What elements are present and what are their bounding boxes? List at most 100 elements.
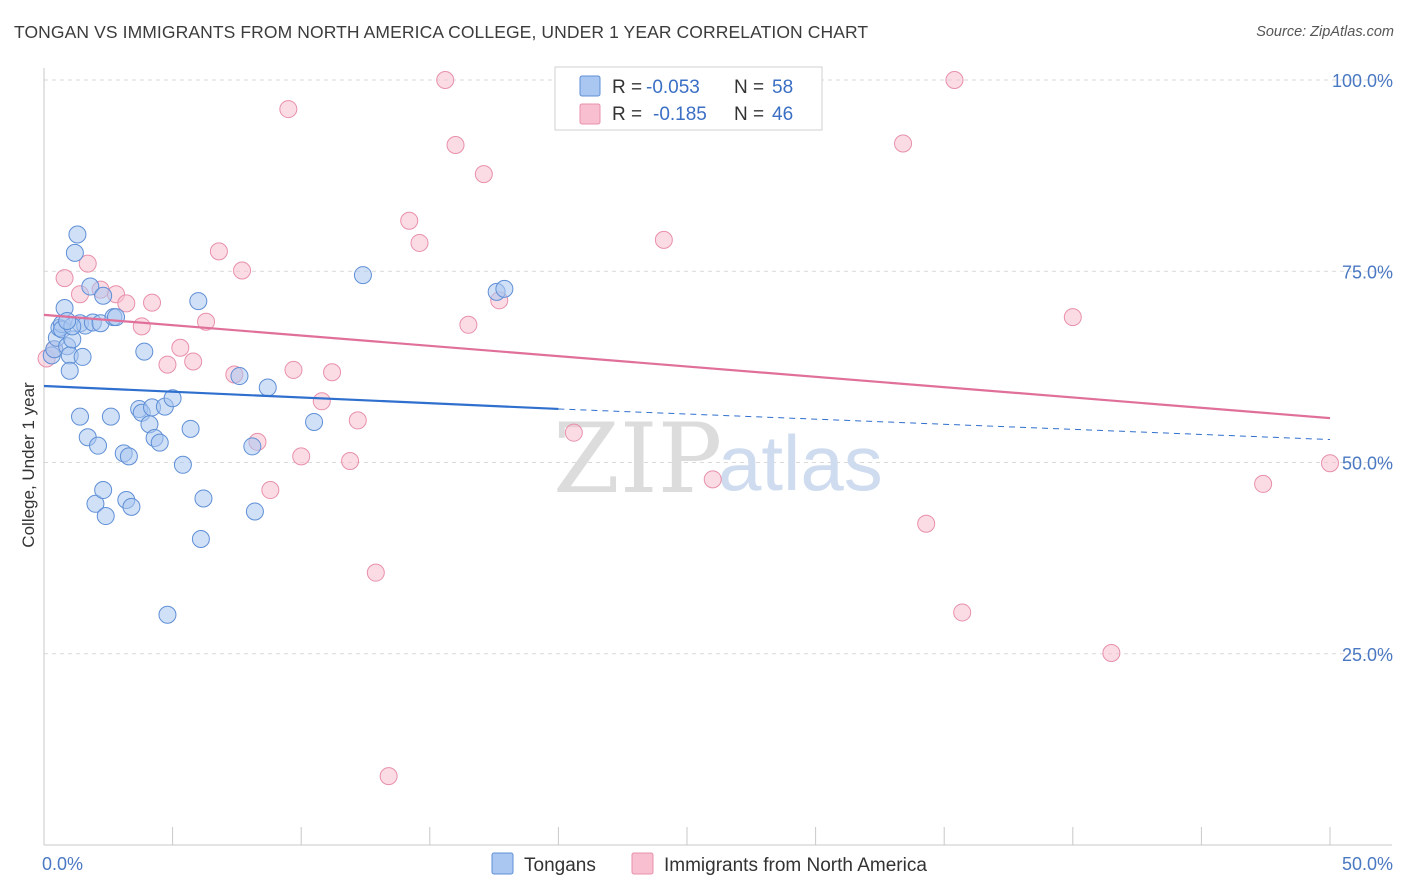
data-point-tongans	[73, 347, 92, 366]
data-point-tongans	[101, 407, 120, 426]
data-point-immigrants	[158, 355, 177, 374]
stats-legend-box: R = -0.053 N = 58 R = -0.185 N = 46	[554, 66, 823, 131]
data-point-immigrants	[184, 352, 203, 371]
data-point-immigrants	[323, 363, 342, 382]
data-point-tongans	[163, 389, 182, 408]
data-point-tongans	[71, 407, 90, 426]
data-point-tongans	[58, 311, 77, 330]
data-point-immigrants	[446, 136, 465, 155]
data-point-immigrants	[284, 360, 303, 379]
series2-r-label: R =	[612, 104, 642, 125]
data-point-immigrants	[945, 71, 964, 89]
data-point-immigrants	[117, 294, 136, 313]
tick-labels: 25.0% 50.0% 75.0% 100.0% 0.0% 50.0%	[42, 71, 1393, 874]
data-point-tongans	[258, 378, 277, 397]
data-point-immigrants	[410, 233, 429, 252]
data-point-tongans	[86, 494, 105, 513]
data-point-immigrants	[400, 211, 419, 230]
data-point-immigrants	[1063, 308, 1082, 327]
data-point-immigrants	[341, 451, 360, 470]
data-point-immigrants	[132, 317, 151, 336]
series2-n-label: N =	[734, 104, 764, 125]
legend-swatch-tongans	[491, 852, 514, 875]
watermark-zip: ZIP	[553, 403, 722, 515]
series2-n-value: 46	[772, 104, 793, 125]
trend-line-tongans	[43, 384, 559, 411]
series-immigrants-points	[37, 71, 1339, 786]
data-point-immigrants	[143, 293, 162, 312]
axes	[43, 68, 1392, 846]
trend-line-tongans-extension	[558, 408, 1331, 441]
data-point-immigrants	[654, 230, 673, 249]
data-point-tongans	[194, 489, 213, 508]
data-point-tongans	[119, 447, 138, 466]
watermark-atlas: atlas	[718, 419, 883, 507]
data-point-tongans	[181, 419, 200, 438]
data-point-immigrants	[261, 481, 280, 500]
series1-n-value: 58	[772, 77, 793, 98]
trend-lines	[43, 313, 1331, 441]
watermark: ZIP atlas	[553, 403, 883, 515]
data-point-immigrants	[917, 514, 936, 533]
data-point-immigrants	[894, 134, 913, 153]
trend-line-immigrants	[43, 313, 1331, 420]
data-point-immigrants	[279, 100, 298, 119]
data-point-tongans	[243, 437, 262, 456]
data-point-tongans	[81, 277, 100, 296]
data-point-tongans	[135, 342, 154, 361]
data-point-tongans	[68, 225, 87, 244]
data-point-tongans	[305, 412, 324, 431]
data-point-tongans	[245, 502, 264, 521]
chart-source: Source: ZipAtlas.com	[1256, 24, 1394, 40]
legend-label-tongans: Tongans	[524, 855, 596, 876]
data-point-immigrants	[953, 603, 972, 622]
data-point-tongans	[96, 507, 115, 526]
data-point-immigrants	[379, 767, 398, 786]
data-point-immigrants	[436, 71, 455, 89]
data-point-immigrants	[703, 470, 722, 489]
data-point-tongans	[189, 292, 208, 311]
data-point-tongans	[89, 436, 108, 455]
y-tick-label: 100.0%	[1332, 71, 1393, 91]
data-point-tongans	[65, 243, 84, 262]
chart-title: TONGAN VS IMMIGRANTS FROM NORTH AMERICA …	[14, 22, 869, 42]
data-point-tongans	[107, 308, 126, 327]
series1-n-label: N =	[734, 77, 764, 98]
series1-r-value: -0.053	[646, 77, 700, 98]
x-tick-label: 50.0%	[1342, 854, 1393, 874]
data-point-immigrants	[171, 338, 190, 357]
data-point-immigrants	[209, 242, 228, 261]
series2-r-value: -0.185	[653, 104, 707, 125]
data-point-tongans	[60, 361, 79, 380]
x-tick-label: 0.0%	[42, 854, 83, 874]
data-point-immigrants	[197, 312, 216, 331]
bottom-legend: Tongans Immigrants from North America	[491, 852, 927, 876]
data-point-immigrants	[292, 447, 311, 466]
grid-lines	[44, 79, 1392, 655]
data-point-tongans	[230, 367, 249, 386]
data-point-immigrants	[1254, 474, 1273, 493]
data-point-tongans	[150, 433, 169, 452]
y-tick-label: 50.0%	[1342, 454, 1393, 474]
series1-r-label: R =	[612, 77, 642, 98]
legend-label-immigrants: Immigrants from North America	[664, 855, 927, 876]
data-point-tongans	[94, 286, 113, 305]
y-tick-label: 75.0%	[1342, 262, 1393, 282]
data-point-immigrants	[459, 315, 478, 334]
data-point-immigrants	[366, 563, 385, 582]
data-point-immigrants	[1321, 454, 1339, 473]
data-point-tongans	[191, 530, 210, 548]
legend-swatch-immigrants	[631, 852, 654, 875]
series2-swatch	[579, 103, 601, 125]
y-tick-label: 25.0%	[1342, 645, 1393, 665]
data-point-immigrants	[474, 165, 493, 184]
data-point-tongans	[495, 279, 514, 298]
data-point-tongans	[122, 497, 141, 516]
data-point-tongans	[353, 266, 372, 285]
data-point-immigrants	[564, 423, 583, 442]
data-point-immigrants	[55, 269, 74, 288]
data-point-immigrants	[348, 411, 367, 430]
data-point-immigrants	[78, 254, 97, 273]
y-axis-label: College, Under 1 year	[19, 382, 38, 548]
